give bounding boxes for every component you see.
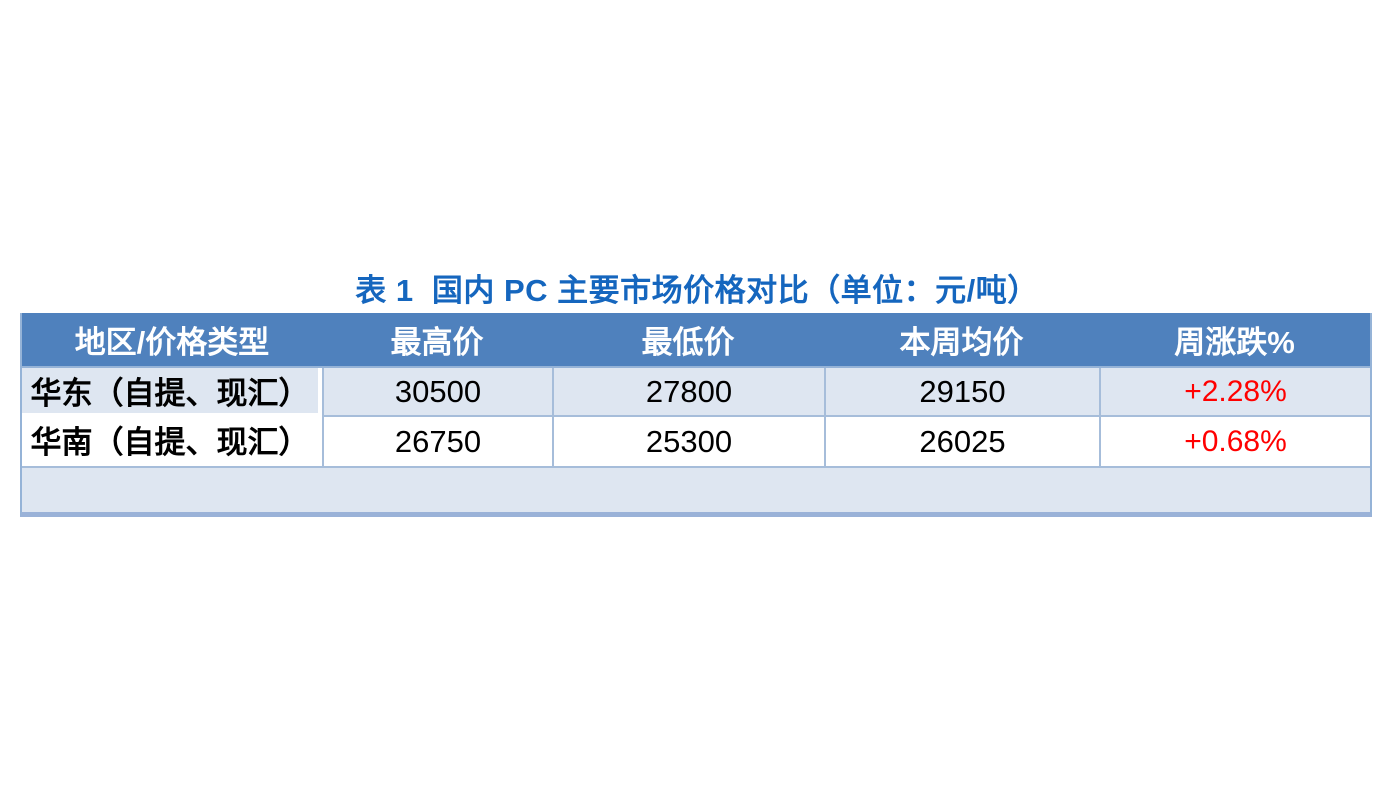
empty-row-cell xyxy=(22,466,1370,512)
weekly-change-cell: +0.68% xyxy=(1099,417,1370,466)
column-header-high: 最高价 xyxy=(322,313,552,368)
region-cell: 华南（自提、现汇） xyxy=(22,417,322,466)
header-row: 地区/价格类型 最高价 最低价 本周均价 周涨跌% xyxy=(22,313,1370,368)
low-price-cell: 27800 xyxy=(552,368,824,417)
avg-price-cell: 26025 xyxy=(824,417,1099,466)
table-row: 华南（自提、现汇） 26750 25300 26025 +0.68% xyxy=(22,417,1370,466)
price-comparison-table: 地区/价格类型 最高价 最低价 本周均价 周涨跌% 华东（自提、现汇） 3050… xyxy=(20,313,1372,517)
column-header-change: 周涨跌% xyxy=(1099,313,1370,368)
column-header-avg: 本周均价 xyxy=(824,313,1099,368)
table-title: 表 1 国内 PC 主要市场价格对比（单位：元/吨） xyxy=(355,273,1039,308)
empty-row xyxy=(22,466,1370,512)
high-price-cell: 26750 xyxy=(322,417,552,466)
weekly-change-cell: +2.28% xyxy=(1099,368,1370,417)
avg-price-cell: 29150 xyxy=(824,368,1099,417)
region-cell: 华东（自提、现汇） xyxy=(22,368,322,417)
high-price-cell: 30500 xyxy=(322,368,552,417)
column-header-region: 地区/价格类型 xyxy=(22,313,322,368)
table-row: 华东（自提、现汇） 30500 27800 29150 +2.28% xyxy=(22,368,1370,417)
low-price-cell: 25300 xyxy=(552,417,824,466)
column-header-low: 最低价 xyxy=(552,313,824,368)
